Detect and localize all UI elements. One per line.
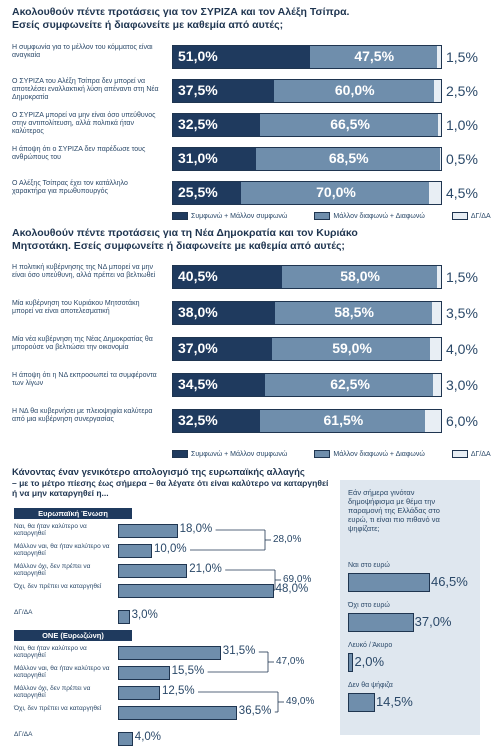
bracket-connectors (0, 0, 493, 746)
